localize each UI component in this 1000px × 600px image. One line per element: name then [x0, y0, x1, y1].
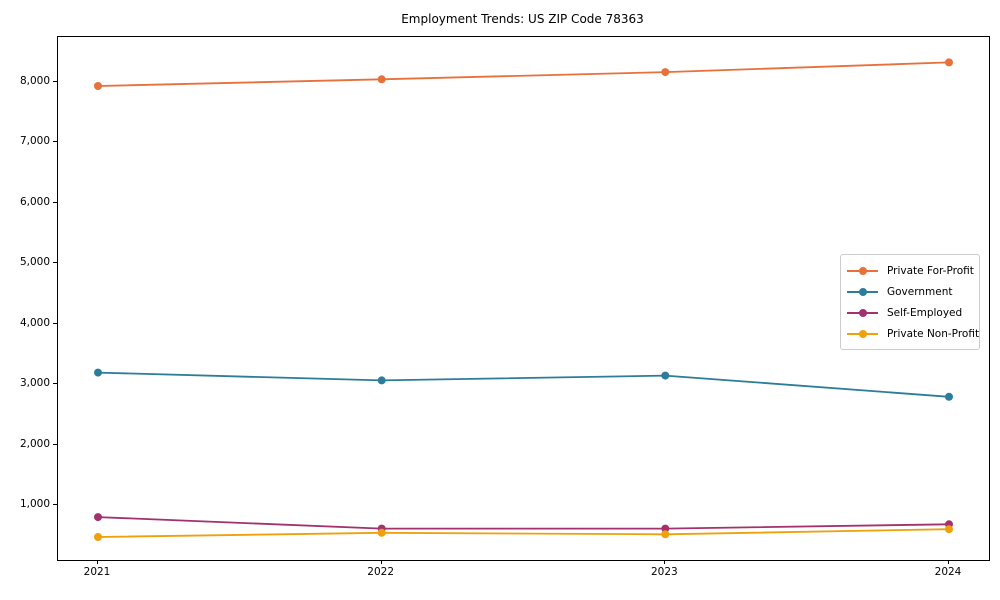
legend-swatch-icon [847, 287, 878, 297]
y-tick-mark [53, 383, 57, 385]
legend-entry: Government [847, 281, 973, 302]
line-plot-canvas [94, 58, 953, 541]
data-point [94, 368, 102, 377]
y-tick-mark [53, 80, 57, 82]
legend-label: Government [887, 285, 953, 298]
x-tick-mark [380, 560, 382, 564]
legend-swatch-icon [847, 308, 878, 318]
y-tick-label: 6,000 [19, 195, 50, 208]
y-tick-mark [53, 443, 57, 445]
data-point [661, 530, 670, 539]
legend-swatch-icon [847, 266, 878, 276]
y-tick-label: 3,000 [19, 377, 50, 390]
y-tick-label: 1,000 [19, 498, 50, 511]
chart-title: Employment Trends: US ZIP Code 78363 [401, 12, 644, 26]
legend: Private For-Profit Government Self-Employe… [840, 254, 980, 350]
x-tick-label: 2023 [650, 566, 678, 578]
y-tick-label: 7,000 [19, 135, 50, 148]
data-point [377, 528, 386, 537]
y-tick-label: 2,000 [19, 437, 50, 450]
legend-swatch-icon [847, 329, 878, 339]
plot-area: Private For-Profit Government Self-Employe… [57, 36, 990, 561]
x-tick-mark [664, 560, 666, 564]
y-tick-mark [53, 504, 57, 506]
data-point [661, 371, 670, 380]
data-point [94, 533, 102, 541]
legend-label: Private For-Profit [887, 264, 974, 277]
series-line-private-for-profit [97, 61, 950, 87]
data-point [945, 58, 953, 67]
data-point [661, 524, 670, 533]
y-tick-mark [53, 322, 57, 324]
data-point [945, 525, 953, 534]
data-point [94, 513, 102, 522]
y-tick-label: 4,000 [19, 316, 50, 329]
x-tick-mark [948, 560, 949, 564]
x-tick-label: 2022 [367, 566, 395, 578]
y-tick-label: 8,000 [19, 74, 50, 87]
data-point [945, 392, 953, 401]
legend-dot-icon [858, 308, 867, 317]
series-line-private-non-profit [97, 528, 950, 538]
series-line-government [97, 371, 950, 398]
y-tick-mark [53, 262, 57, 264]
legend-entry: Self-Employed [847, 302, 973, 323]
data-point [377, 75, 386, 84]
y-tick-mark [53, 201, 57, 203]
data-point [661, 68, 670, 77]
legend-entry: Private Non-Profit [847, 323, 979, 344]
legend-label: Private Non-Profit [887, 327, 980, 340]
legend-dot-icon [858, 266, 867, 275]
legend-dot-icon [858, 287, 867, 296]
data-point [94, 82, 102, 90]
x-tick-label: 2021 [83, 566, 111, 578]
legend-label: Self-Employed [887, 306, 963, 319]
x-tick-label: 2024 [934, 566, 962, 578]
series-line-self-employed [97, 516, 950, 530]
legend-entry: Private For-Profit [847, 260, 974, 281]
x-tick-mark [97, 560, 98, 564]
y-tick-mark [53, 141, 57, 143]
legend-dot-icon [858, 329, 867, 338]
data-point [377, 376, 386, 385]
y-tick-label: 5,000 [19, 256, 50, 269]
